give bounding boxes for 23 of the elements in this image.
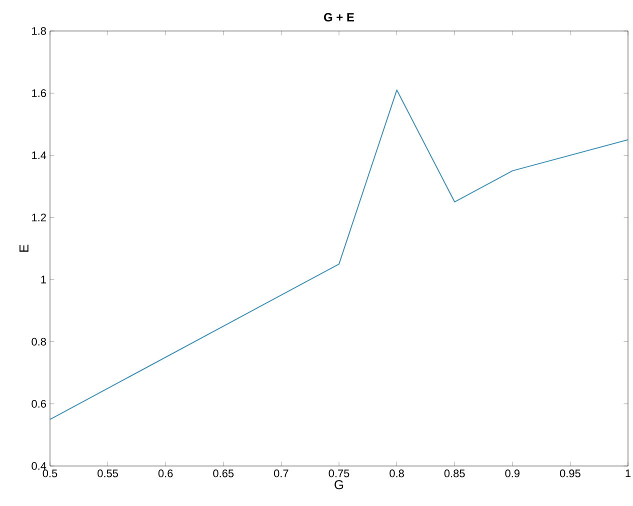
y-tick-label: 1.6 bbox=[32, 89, 46, 98]
y-axis-title: E bbox=[20, 244, 28, 252]
y-tick-label: 0.6 bbox=[32, 400, 46, 408]
x-tick-label: 0.9 bbox=[505, 470, 520, 478]
y-tick-label: 1 bbox=[41, 276, 46, 284]
y-tick-label: 1.4 bbox=[32, 152, 46, 160]
y-tick-label: 0.8 bbox=[32, 338, 46, 346]
x-tick-label: 0.75 bbox=[328, 470, 350, 478]
x-tick-label: 1 bbox=[626, 470, 631, 478]
x-axis-title: G bbox=[334, 480, 344, 490]
x-tick-label: 0.95 bbox=[560, 470, 580, 478]
x-tick-label: 0.55 bbox=[98, 470, 118, 478]
chart-title: G + E bbox=[324, 13, 354, 22]
x-tick-label: 0.8 bbox=[390, 470, 404, 478]
y-tick-label: 1.2 bbox=[32, 214, 46, 222]
y-tick-label: 0.4 bbox=[32, 462, 46, 470]
y-tick-label: 1.8 bbox=[32, 27, 46, 35]
x-tick-label: 0.85 bbox=[444, 470, 465, 478]
x-tick-label: 0.7 bbox=[274, 470, 288, 478]
x-tick-label: 0.6 bbox=[158, 470, 173, 478]
line-series bbox=[50, 90, 628, 420]
x-tick-label: 0.5 bbox=[42, 470, 58, 478]
x-tick-label: 0.65 bbox=[213, 470, 234, 478]
